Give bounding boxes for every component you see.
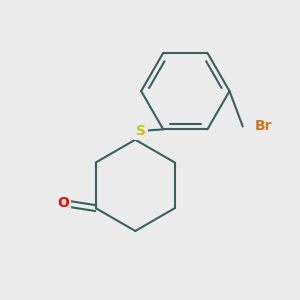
Text: Br: Br <box>254 119 272 134</box>
Text: S: S <box>136 124 146 138</box>
Text: O: O <box>57 196 69 210</box>
